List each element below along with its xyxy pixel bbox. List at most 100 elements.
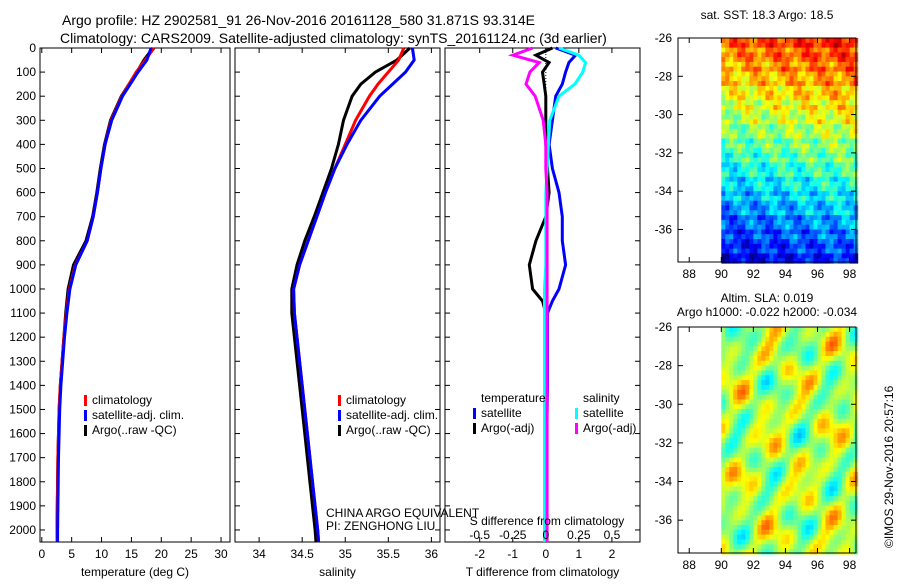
- map-cell: [765, 442, 770, 449]
- map-cell: [837, 95, 843, 101]
- map-cell: [793, 510, 799, 516]
- map-cell: [777, 399, 782, 405]
- map-cell: [801, 505, 807, 512]
- y-tick-label: -26: [655, 31, 673, 45]
- map-cell: [845, 234, 851, 240]
- map-cell: [845, 428, 851, 434]
- map-cell: [773, 85, 778, 92]
- map-cell: [797, 457, 803, 463]
- map-cell: [845, 351, 851, 357]
- map-cell: [825, 433, 831, 439]
- map-cell: [837, 529, 843, 536]
- map-cell: [821, 438, 827, 444]
- map-cell: [801, 162, 807, 168]
- map-cell: [749, 520, 754, 526]
- map-cell: [845, 356, 851, 362]
- map-cell: [729, 172, 734, 178]
- map-cell: [817, 375, 823, 381]
- map-cell: [805, 162, 811, 168]
- map-cell: [741, 66, 746, 73]
- map-cell: [773, 52, 778, 58]
- map-cell: [781, 409, 786, 415]
- map-cell: [821, 90, 827, 96]
- map-cell: [793, 544, 799, 550]
- map-cell: [753, 505, 758, 512]
- map-cell: [749, 442, 754, 449]
- map-cell: [841, 331, 847, 338]
- map-cell: [825, 143, 831, 149]
- map-cell: [757, 433, 762, 439]
- map-cell: [813, 81, 819, 87]
- map-cell: [765, 336, 770, 343]
- map-cell: [805, 172, 811, 178]
- map-cell: [793, 52, 799, 58]
- map-cell: [813, 157, 819, 164]
- map-cell: [825, 124, 831, 130]
- map-cell: [797, 85, 803, 92]
- map-cell: [721, 452, 726, 458]
- map-cell: [785, 520, 790, 526]
- map-cell: [789, 109, 795, 116]
- map-cell: [805, 457, 811, 463]
- map-cell: [829, 452, 835, 458]
- map-cell: [753, 42, 758, 49]
- map-cell: [745, 525, 750, 531]
- map-cell: [781, 549, 786, 555]
- map-cell: [817, 467, 823, 473]
- map-cell: [733, 331, 738, 338]
- map-cell: [841, 200, 847, 207]
- map-cell: [769, 336, 774, 343]
- map-cell: [817, 331, 823, 338]
- map-cell: [729, 52, 734, 58]
- map-cell: [785, 370, 790, 376]
- map-cell: [797, 452, 803, 458]
- map-cell: [825, 356, 831, 362]
- map-cell: [813, 510, 819, 516]
- map-cell: [761, 76, 766, 82]
- map-cell: [773, 138, 778, 144]
- map-cell: [833, 66, 839, 73]
- map-cell: [753, 57, 758, 63]
- map-cell: [813, 234, 819, 240]
- map-cell: [841, 505, 847, 512]
- map-cell: [845, 486, 851, 492]
- map-cell: [737, 438, 742, 444]
- map-cell: [769, 128, 774, 135]
- map-cell: [749, 57, 754, 63]
- map-cell: [797, 243, 803, 250]
- map-cell: [765, 95, 770, 101]
- map-cell: [845, 467, 851, 473]
- map-cell: [797, 520, 803, 526]
- map-cell: [765, 457, 770, 463]
- map-cell: [837, 404, 843, 410]
- map-cell: [813, 85, 819, 92]
- map-cell: [837, 186, 843, 192]
- map-cell: [825, 481, 831, 487]
- map-cell: [841, 481, 847, 487]
- map-cell: [757, 418, 762, 425]
- map-cell: [849, 529, 855, 536]
- map-cell: [757, 219, 762, 226]
- map-cell: [773, 423, 778, 429]
- map-cell: [781, 476, 786, 483]
- map-cell: [833, 57, 839, 63]
- map-cell: [769, 481, 774, 487]
- map-cell: [829, 100, 835, 106]
- map-cell: [741, 38, 746, 44]
- map-cell: [781, 394, 786, 400]
- map-cell: [741, 491, 746, 497]
- map-cell: [841, 210, 847, 216]
- map-cell: [733, 370, 738, 376]
- map-cell: [733, 42, 738, 49]
- map-cell: [809, 38, 815, 44]
- map-cell: [769, 253, 774, 259]
- map-cell: [833, 360, 839, 367]
- map-cell: [761, 105, 766, 111]
- map-cell: [825, 360, 831, 367]
- map-cell: [761, 413, 766, 420]
- map-cell: [837, 442, 843, 449]
- map-cell: [773, 360, 778, 367]
- map-cell: [829, 467, 835, 473]
- map-cell: [745, 438, 750, 444]
- map-cell: [821, 394, 827, 400]
